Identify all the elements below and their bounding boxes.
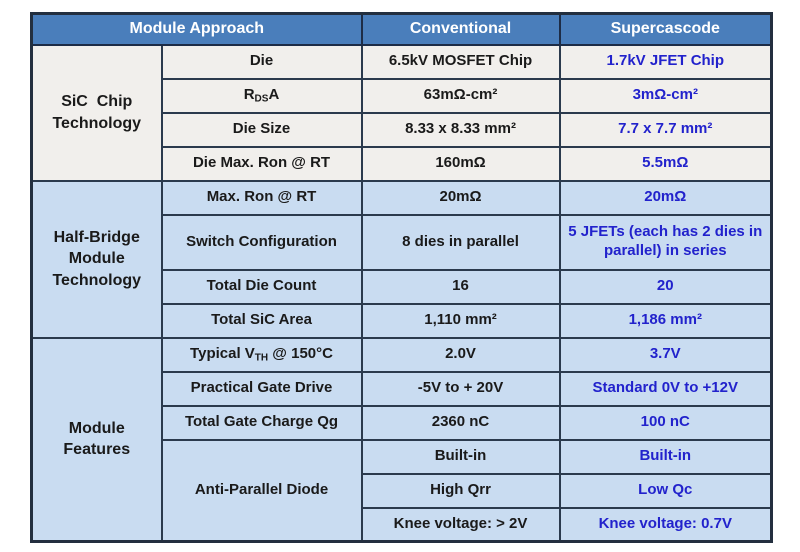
param-total-die-count: Total Die Count (160, 268, 363, 305)
param-die: Die (160, 43, 363, 80)
param-typical-vth: Typical VTH @ 150°C (160, 336, 363, 373)
param-die-max-ron: Die Max. Ron @ RT (160, 145, 363, 182)
header-conventional: Conventional (360, 12, 561, 46)
module-approach-comparison-table: Module Approach Conventional Supercascod… (30, 12, 774, 543)
supercascode-total-sic-area: 1,186 mm² (558, 302, 773, 339)
conventional-die-max-ron: 160mΩ (360, 145, 561, 182)
conventional-switch-configuration: 8 dies in parallel (360, 213, 561, 271)
table-row: Total Die Count 16 20 (32, 268, 773, 305)
table-row: Die Size 8.33 x 8.33 mm² 7.7 x 7.7 mm² (32, 111, 773, 148)
supercascode-diode-qc: Low Qc (558, 472, 773, 509)
header-row: Module Approach Conventional Supercascod… (30, 12, 773, 46)
param-die-size: Die Size (160, 111, 363, 148)
table-row: Half-Bridge Module Technology Max. Ron @… (30, 179, 773, 339)
param-vth-subscript: TH (254, 352, 269, 363)
supercascode-diode-built-in: Built-in (558, 438, 773, 475)
table-row: High Qrr Low Qc (32, 472, 773, 509)
supercascode-total-gate-charge: 100 nC (558, 404, 773, 441)
supercascode-diode-knee-voltage: Knee voltage: 0.7V (558, 506, 773, 543)
table-row: Module Features Typical VTH @ 150°C 2.0V… (30, 336, 773, 543)
param-rdsa-subscript: DS (254, 93, 269, 104)
supercascode-switch-configuration: 5 JFETs (each has 2 dies in parallel) in… (558, 213, 773, 271)
table-row: Knee voltage: > 2V Knee voltage: 0.7V (32, 506, 773, 543)
param-rdsa-pre: R (243, 85, 255, 103)
param-max-ron: Max. Ron @ RT (160, 179, 363, 216)
section-title-half-bridge-module-technology: Half-Bridge Module Technology (30, 179, 163, 339)
conventional-diode-knee-voltage: Knee voltage: > 2V (360, 506, 561, 543)
table-row: Switch Configuration 8 dies in parallel … (32, 213, 773, 271)
param-total-sic-area: Total SiC Area (160, 302, 363, 339)
param-vth-post: @ 150°C (268, 344, 333, 362)
conventional-rdsa: 63mΩ-cm² (360, 77, 561, 114)
conventional-max-ron: 20mΩ (360, 179, 561, 216)
supercascode-total-die-count: 20 (558, 268, 773, 305)
conventional-die-size: 8.33 x 8.33 mm² (360, 111, 561, 148)
supercascode-die-max-ron: 5.5mΩ (558, 145, 773, 182)
table-row: Practical Gate Drive -5V to + 20V Standa… (32, 370, 773, 407)
param-vth-pre: Typical V (190, 344, 255, 362)
param-rdsa: RDSA (160, 77, 363, 114)
param-total-gate-charge: Total Gate Charge Qg (160, 404, 363, 441)
supercascode-max-ron: 20mΩ (558, 179, 773, 216)
conventional-diode-qrr: High Qrr (360, 472, 561, 509)
param-switch-configuration: Switch Configuration (160, 213, 363, 271)
supercascode-typical-vth: 3.7V (558, 336, 773, 373)
conventional-total-gate-charge: 2360 nC (360, 404, 561, 441)
supercascode-die: 1.7kV JFET Chip (558, 43, 773, 80)
section-title-module-features: Module Features (30, 336, 163, 543)
header-module-approach: Module Approach (30, 12, 363, 46)
table-row: RDSA 63mΩ-cm² 3mΩ-cm² (32, 77, 773, 114)
table-row: SiC Chip Technology Die 6.5kV MOSFET Chi… (30, 43, 773, 182)
conventional-die: 6.5kV MOSFET Chip (360, 43, 561, 80)
conventional-total-sic-area: 1,110 mm² (360, 302, 561, 339)
supercascode-practical-gate-drive: Standard 0V to +12V (558, 370, 773, 407)
param-rdsa-post: A (268, 85, 280, 103)
table-row: Total SiC Area 1,110 mm² 1,186 mm² (32, 302, 773, 339)
conventional-typical-vth: 2.0V (360, 336, 561, 373)
supercascode-die-size: 7.7 x 7.7 mm² (558, 111, 773, 148)
header-supercascode: Supercascode (558, 12, 773, 46)
supercascode-rdsa: 3mΩ-cm² (558, 77, 773, 114)
param-anti-parallel-diode: Anti-Parallel Diode (160, 438, 363, 543)
conventional-diode-built-in: Built-in (360, 438, 561, 475)
table-row: Anti-Parallel Diode Built-in Built-in (32, 438, 773, 543)
table-row: Total Gate Charge Qg 2360 nC 100 nC (32, 404, 773, 441)
table-row: Die Max. Ron @ RT 160mΩ 5.5mΩ (32, 145, 773, 182)
section-title-sic-chip-technology: SiC Chip Technology (30, 43, 163, 182)
param-practical-gate-drive: Practical Gate Drive (160, 370, 363, 407)
conventional-total-die-count: 16 (360, 268, 561, 305)
conventional-practical-gate-drive: -5V to + 20V (360, 370, 561, 407)
